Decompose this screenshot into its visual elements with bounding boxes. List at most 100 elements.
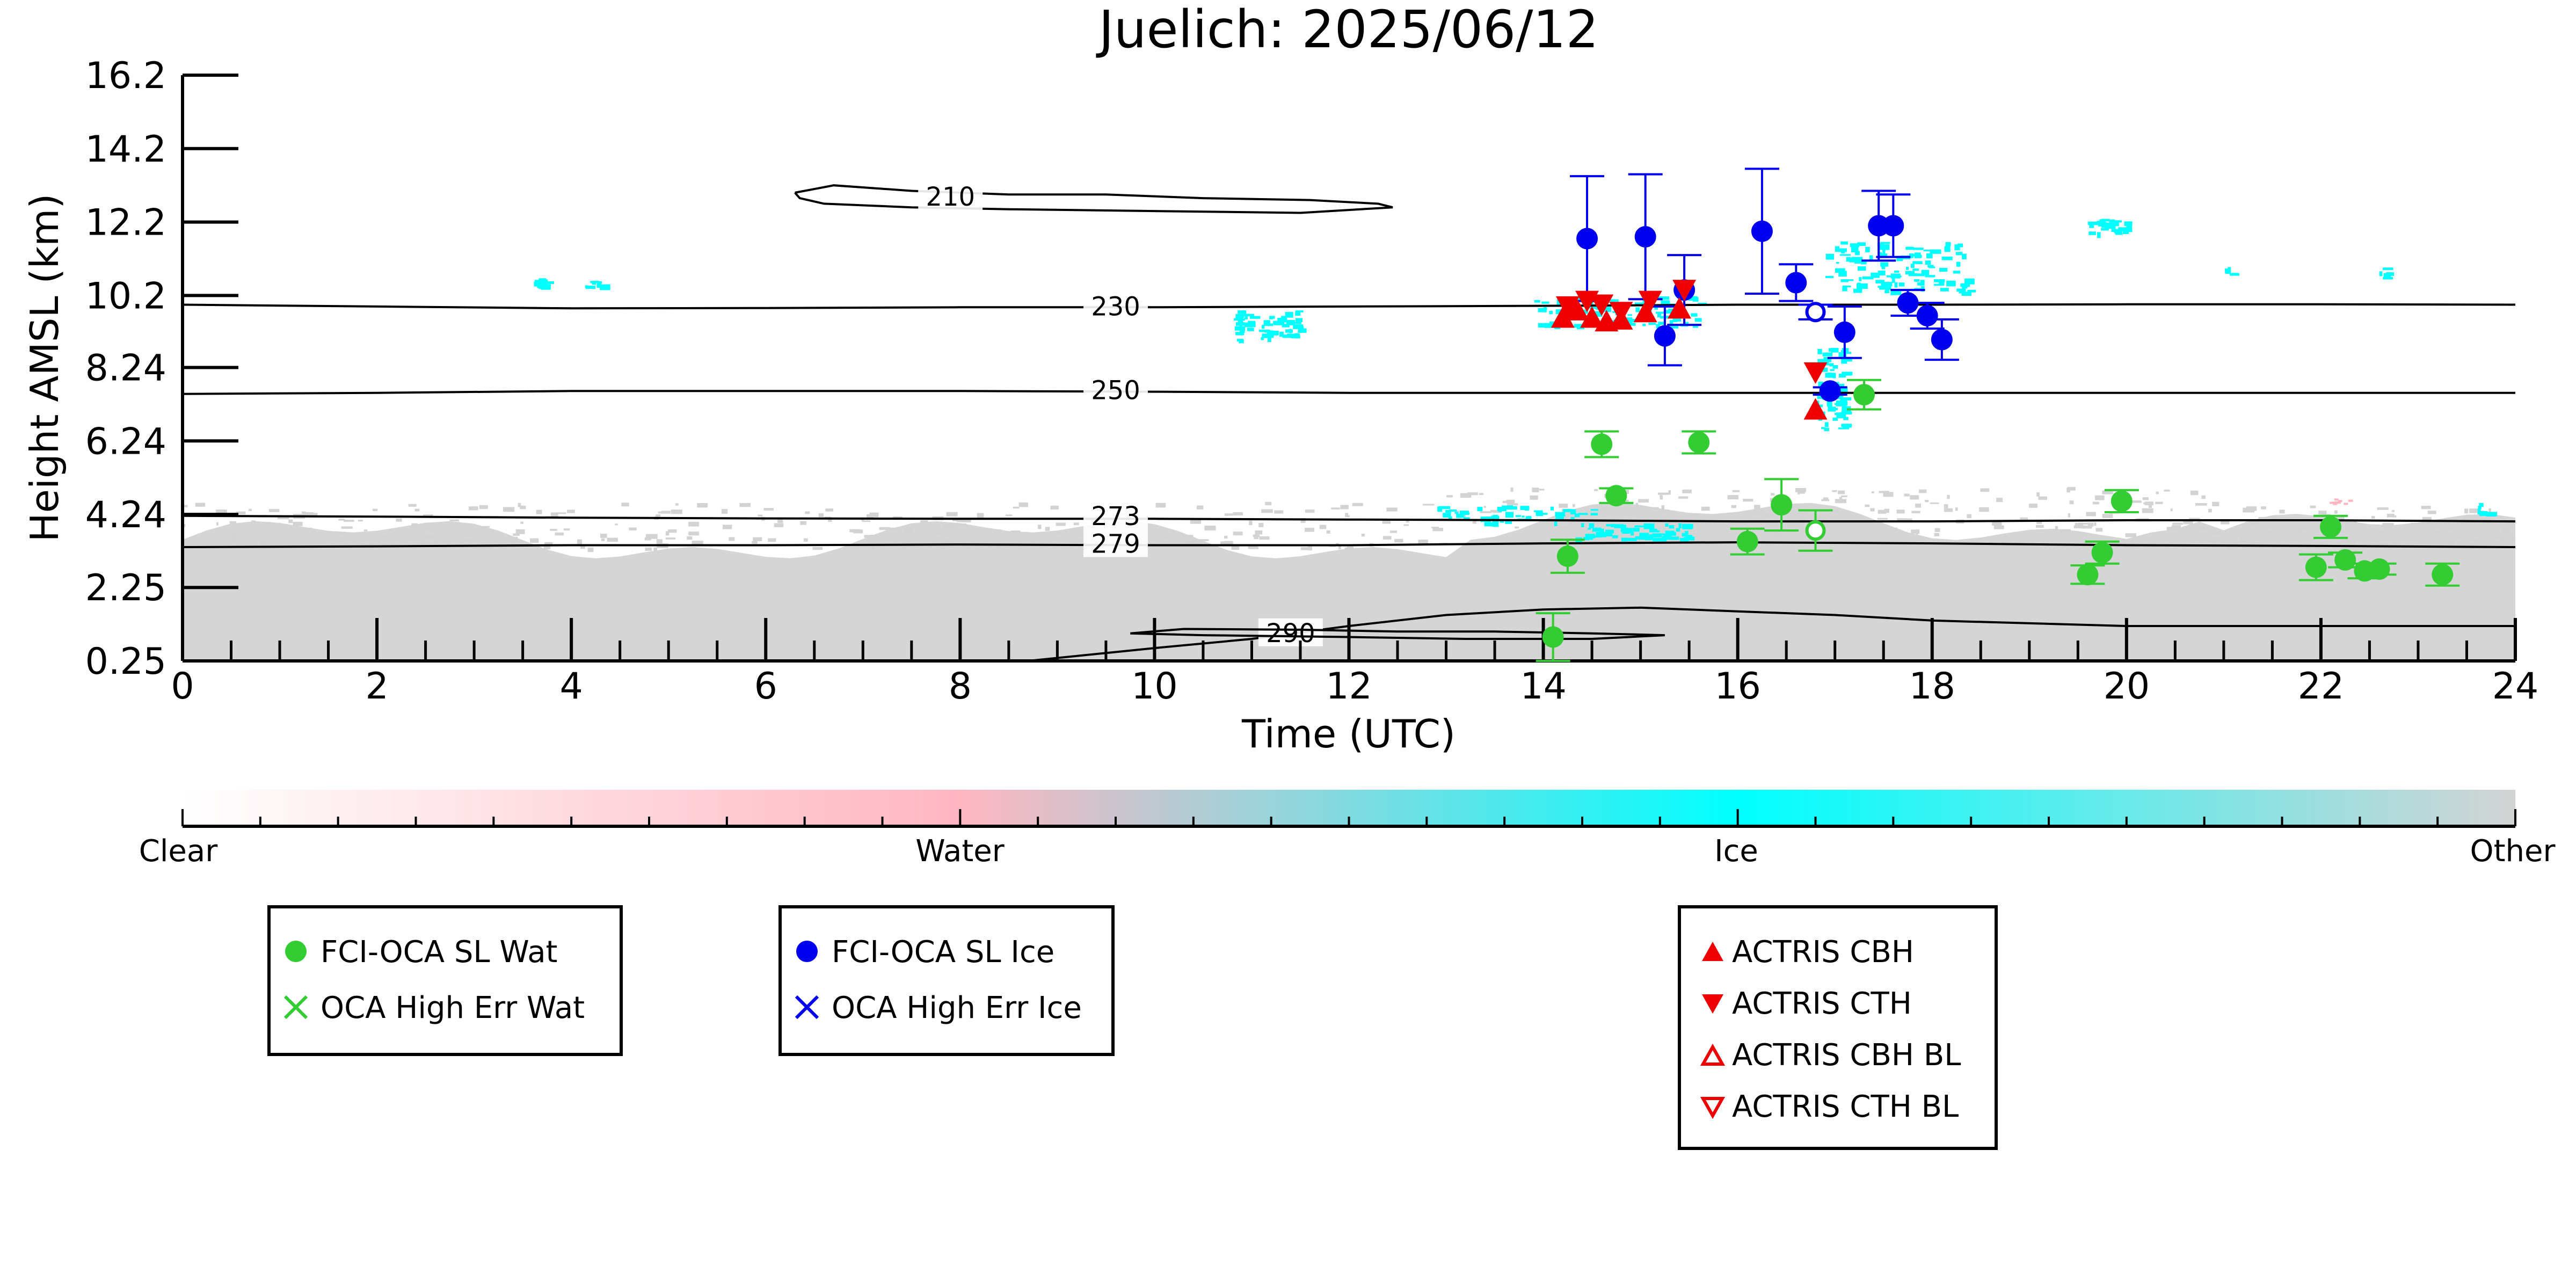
fci-oca-sl-ice-point xyxy=(1785,272,1807,294)
ice-class-speckle xyxy=(1589,305,1598,309)
other-class-speckle xyxy=(758,514,763,516)
contour-label-bg xyxy=(1083,375,1148,404)
other-class-speckle xyxy=(739,503,751,507)
legend-actris-label-3: ACTRIS CTH BL xyxy=(1732,1089,1959,1124)
ice-class-speckle xyxy=(1682,523,1693,529)
actris-cbh-point xyxy=(1551,306,1575,328)
other-class-speckle xyxy=(1841,495,1847,497)
ice-class-speckle xyxy=(1817,349,1822,354)
ice-class-speckle xyxy=(1694,318,1702,322)
other-class-speckle xyxy=(372,508,378,512)
other-class-speckle xyxy=(2125,533,2136,537)
fci-oca-sl-ice-point xyxy=(1833,321,1855,343)
ice-class-speckle xyxy=(2124,221,2133,226)
other-class-speckle xyxy=(1502,500,1513,503)
ice-class-speckle xyxy=(1238,317,1243,323)
other-class-speckle xyxy=(958,523,967,526)
other-class-speckle xyxy=(249,508,252,511)
other-class-speckle xyxy=(452,528,456,530)
other-class-speckle xyxy=(2036,521,2042,524)
other-class-speckle xyxy=(2334,510,2338,514)
other-class-speckle xyxy=(1308,546,1312,551)
other-class-speckle xyxy=(1261,509,1273,513)
legend-water-label-1: OCA High Err Wat xyxy=(321,991,585,1025)
ice-class-speckle xyxy=(1648,322,1656,325)
other-class-speckle xyxy=(1248,545,1258,549)
contour-label: 290 xyxy=(1266,618,1315,649)
ice-class-speckle xyxy=(1860,260,1867,265)
ice-class-speckle xyxy=(1859,277,1862,281)
other-class-speckle xyxy=(768,538,776,542)
other-class-speckle xyxy=(1911,529,1920,534)
other-class-speckle xyxy=(411,523,418,528)
other-class-speckle xyxy=(475,546,477,551)
other-class-speckle xyxy=(1515,526,1519,529)
ice-class-speckle xyxy=(1822,363,1833,366)
other-class-speckle xyxy=(805,511,810,514)
ice-class-speckle xyxy=(1830,369,1835,371)
other-class-speckle xyxy=(1331,507,1340,510)
ice-class-speckle xyxy=(1666,532,1676,536)
other-class-speckle xyxy=(688,521,699,527)
ice-class-speckle xyxy=(1854,251,1860,256)
ice-class-speckle xyxy=(1652,533,1662,537)
ice-class-speckle xyxy=(1634,302,1644,305)
other-class-speckle xyxy=(1551,517,1557,521)
other-class-speckle xyxy=(645,547,652,551)
ice-class-speckle xyxy=(1836,261,1839,264)
legend-actris: ACTRIS CBH ACTRIS CTH ACTRIS CBH BL ACTR… xyxy=(1678,905,1998,1150)
other-class-speckle xyxy=(466,539,472,542)
other-class-speckle xyxy=(1432,528,1444,532)
legend-ice-circle-symbol xyxy=(796,941,818,962)
ice-class-speckle xyxy=(1654,307,1658,310)
other-class-speckle xyxy=(567,510,575,513)
other-class-speckle xyxy=(656,514,661,517)
fci-oca-sl-ice-point xyxy=(1931,329,1953,351)
axes: 0 2 4 6 8 10 12 14 16 18 20 22 240.252.254.246.248.2… xyxy=(85,55,2539,708)
other-class-speckle xyxy=(1265,501,1272,506)
fci-oca-sl-ice-point xyxy=(1882,215,1904,237)
other-class-speckle xyxy=(1074,539,1084,544)
ice-class-speckle xyxy=(1661,533,1668,535)
other-class-speckle xyxy=(550,529,557,531)
other-class-speckle xyxy=(1832,490,1837,492)
other-class-speckle xyxy=(2336,516,2345,520)
ice-class-speckle xyxy=(590,281,600,283)
actris-cbh-point xyxy=(1633,301,1657,323)
other-class-speckle xyxy=(2142,508,2153,513)
ice-class-speckle xyxy=(1533,510,1543,512)
ice-class-speckle xyxy=(1862,276,1874,280)
other-class-speckle xyxy=(675,503,679,506)
colorbar-label-ice: Ice xyxy=(1714,834,1758,869)
ice-class-speckle xyxy=(1606,524,1611,527)
colorbar: Clear Water Ice Other xyxy=(139,790,2556,869)
other-class-speckle xyxy=(1934,528,1940,532)
other-class-speckle xyxy=(1870,508,1875,512)
ice-class-speckle xyxy=(2486,512,2497,516)
ice-class-speckle xyxy=(1550,506,1554,511)
other-class-speckle xyxy=(515,529,525,534)
other-class-speckle xyxy=(311,513,318,517)
legend-actris-triangle-up-open-symbol xyxy=(1700,1043,1726,1066)
ice-class-speckle xyxy=(1934,279,1945,282)
other-class-speckle xyxy=(1053,530,1064,535)
other-class-speckle xyxy=(1220,541,1232,546)
other-class-speckle xyxy=(656,539,663,544)
other-class-speckle xyxy=(2386,513,2395,518)
other-class-speckle xyxy=(494,533,497,536)
ice-class-speckle xyxy=(1961,292,1971,296)
other-class-speckle xyxy=(2427,511,2436,514)
other-class-speckle xyxy=(2240,530,2245,533)
other-class-speckle xyxy=(231,533,239,538)
ice-class-speckle xyxy=(1585,537,1590,541)
ice-class-speckle xyxy=(1676,528,1679,530)
ice-class-speckle xyxy=(1837,383,1845,387)
ice-class-speckle xyxy=(1449,510,1457,512)
other-class-speckle xyxy=(2345,540,2355,543)
ice-class-speckle xyxy=(1538,323,1547,328)
contour-label-bg xyxy=(1083,292,1148,320)
contour-label-bg xyxy=(1258,618,1323,646)
ice-class-speckle xyxy=(1941,256,1953,260)
ice-class-speckle xyxy=(1656,311,1665,314)
ice-class-speckle xyxy=(1612,535,1618,539)
